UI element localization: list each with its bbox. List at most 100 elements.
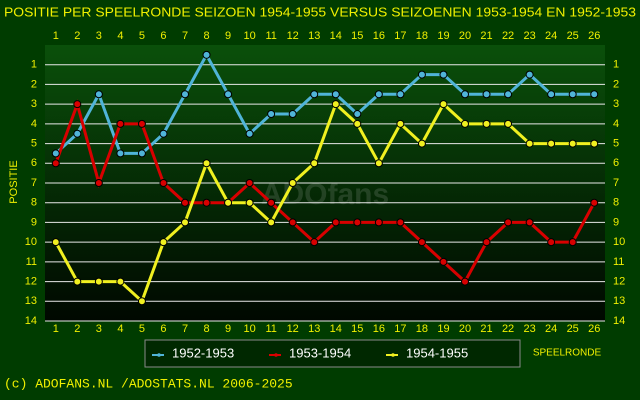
credit: (c) ADOFANS.NL /ADOSTATS.NL 2006-2025 (4, 376, 293, 391)
x-tick-label: 6 (160, 30, 166, 42)
x-tick-label: 10 (243, 30, 255, 42)
x-tick-label: 5 (139, 323, 145, 335)
y-tick-label: 11 (26, 256, 37, 268)
y-tick-label: 9 (613, 216, 619, 228)
x-tick-label: 25 (567, 323, 579, 335)
data-point (267, 218, 276, 227)
data-point (547, 90, 556, 99)
data-point (288, 110, 297, 118)
y-tick-label: 10 (25, 236, 37, 248)
data-point (461, 119, 469, 128)
data-point (73, 100, 82, 109)
data-point (504, 218, 513, 227)
data-point (245, 179, 254, 187)
data-point (137, 119, 146, 128)
x-tick-label: 22 (502, 323, 514, 335)
data-point (525, 70, 534, 79)
data-point (353, 218, 362, 227)
data-point (331, 90, 340, 99)
data-point (331, 218, 340, 227)
x-tick-label: 23 (523, 30, 535, 42)
y-tick-label: 8 (613, 197, 619, 209)
data-point (73, 129, 82, 138)
data-point (137, 149, 146, 158)
legend-swatch (391, 353, 395, 357)
x-tick-label: 21 (480, 30, 492, 42)
data-point (51, 149, 60, 158)
x-tick-label: 7 (182, 30, 188, 42)
y-tick-label: 1 (613, 59, 619, 71)
data-point (396, 119, 405, 128)
y-tick-label: 13 (613, 295, 625, 307)
data-point (568, 139, 577, 148)
legend-label: 1954-1955 (406, 345, 468, 360)
data-point (482, 119, 491, 128)
y-tick-label: 5 (31, 137, 37, 149)
data-point (353, 119, 362, 128)
x-tick-label: 20 (459, 323, 471, 335)
legend-label: 1952-1953 (172, 345, 234, 360)
x-tick-label: 16 (373, 323, 385, 335)
data-point (202, 50, 211, 59)
data-point (461, 90, 469, 99)
legend (144, 339, 521, 368)
data-point (245, 198, 254, 207)
x-tick-label: 26 (588, 30, 600, 42)
x-tick-label: 11 (265, 323, 276, 335)
data-point (417, 70, 426, 79)
y-tick-label: 12 (25, 275, 37, 287)
x-tick-label: 9 (225, 323, 231, 335)
data-point (73, 277, 82, 286)
x-tick-label: 14 (330, 30, 342, 42)
x-tick-label: 3 (96, 323, 102, 335)
y-tick-label: 12 (613, 275, 625, 287)
data-point (224, 90, 233, 99)
data-point (461, 277, 469, 286)
data-point (51, 159, 60, 168)
x-tick-label: 14 (330, 323, 342, 335)
x-tick-label: 2 (74, 323, 80, 335)
x-tick-label: 1 (53, 30, 59, 42)
x-tick-label: 15 (351, 30, 363, 42)
data-point (568, 90, 577, 99)
x-tick-label: 4 (117, 323, 123, 335)
x-axis-label: SPEELRONDE (533, 348, 602, 359)
data-point (159, 179, 168, 187)
y-tick-label: 4 (31, 118, 37, 130)
chart-title: POSITIE PER SPEELRONDE SEIZOEN 1954-1955… (4, 4, 636, 19)
x-tick-label: 25 (567, 30, 579, 42)
y-tick-label: 9 (31, 216, 37, 228)
x-tick-label: 13 (308, 30, 320, 42)
data-point (396, 90, 405, 99)
x-tick-label: 1 (53, 323, 59, 335)
data-point (439, 100, 448, 109)
x-tick-label: 7 (182, 323, 188, 335)
y-tick-label: 7 (31, 177, 37, 189)
y-tick-label: 2 (31, 78, 37, 90)
x-tick-label: 8 (203, 30, 209, 42)
data-point (310, 90, 319, 99)
data-point (288, 218, 297, 227)
x-tick-label: 11 (265, 30, 276, 42)
data-point (417, 139, 426, 148)
data-point (267, 110, 276, 118)
x-tick-label: 22 (502, 30, 514, 42)
data-point (245, 129, 254, 138)
data-point (353, 110, 362, 118)
data-point (159, 129, 168, 138)
y-tick-label: 14 (613, 315, 625, 327)
y-tick-label: 8 (31, 197, 37, 209)
x-tick-label: 2 (74, 30, 80, 42)
data-point (51, 238, 60, 247)
y-tick-label: 3 (31, 98, 37, 110)
data-point (159, 238, 168, 247)
x-tick-label: 16 (373, 30, 385, 42)
data-point (525, 139, 534, 148)
y-tick-label: 3 (613, 98, 619, 110)
y-tick-label: 6 (613, 157, 619, 169)
data-point (181, 90, 189, 99)
data-point (94, 277, 103, 286)
y-tick-label: 13 (25, 295, 37, 307)
y-tick-label: 10 (613, 236, 625, 248)
y-tick-label: 4 (613, 118, 619, 130)
